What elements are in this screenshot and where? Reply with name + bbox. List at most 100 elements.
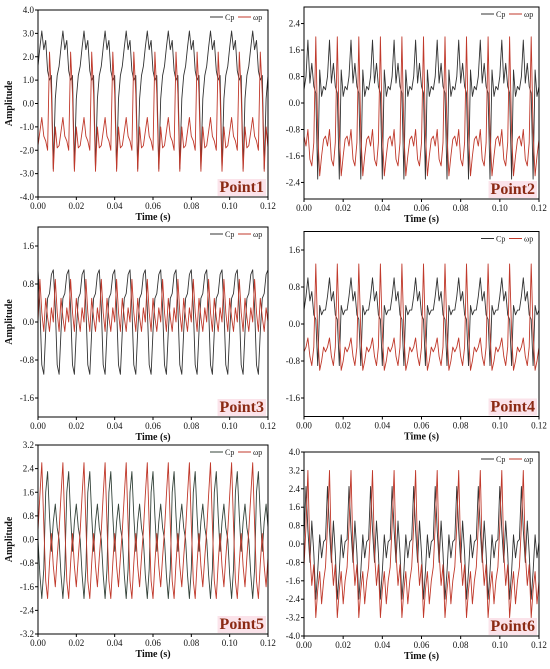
legend-label-omega-p: ωp xyxy=(524,10,533,19)
x-tick-label: 0.06 xyxy=(414,640,430,650)
legend-label-cp: Cp xyxy=(225,448,234,457)
y-tick-label: 3.0 xyxy=(23,28,35,38)
point-label: Point6 xyxy=(491,618,535,635)
x-tick-label: 0.08 xyxy=(453,421,469,431)
y-tick-label: -1.6 xyxy=(286,576,301,586)
chart-panel-6: 4.03.22.41.60.80.0-0.8-1.6-2.4-3.2-4.00.… xyxy=(286,447,547,662)
y-axis-label: Amplitude xyxy=(4,516,15,562)
y-tick-label: 0.8 xyxy=(23,279,35,289)
x-tick-label: 0.02 xyxy=(335,203,351,213)
legend-label-omega-p: ωp xyxy=(524,235,533,244)
y-tick-label: 0.0 xyxy=(289,539,301,549)
y-tick-label: 3.2 xyxy=(289,465,300,475)
x-tick-label: 0.12 xyxy=(260,201,276,211)
series-line-cp xyxy=(304,39,539,180)
y-tick-label: 0.0 xyxy=(23,535,35,545)
x-tick-label: 0.10 xyxy=(222,421,238,431)
y-tick-label: 3.2 xyxy=(23,440,34,450)
x-tick-label: 0.02 xyxy=(68,421,84,431)
x-tick-label: 0.04 xyxy=(374,203,390,213)
legend-label-omega-p: ωp xyxy=(253,13,262,22)
series-line-omega-p xyxy=(304,469,539,619)
x-tick-label: 0.08 xyxy=(183,638,199,648)
legend-label-cp: Cp xyxy=(496,235,505,244)
chart-panel-1: 4.0 3.0 2.0 1.0 0.0 -1.0 -2.0 -3.0 -4.00.00 0.02 0… xyxy=(4,5,276,223)
series-line-omega-p xyxy=(304,36,539,177)
x-tick-label: 0.00 xyxy=(30,201,46,211)
y-tick-label: 0.0 xyxy=(23,317,35,327)
y-tick-label: 0.0 xyxy=(289,98,301,108)
y-tick-label: 0.0 xyxy=(289,319,301,329)
y-tick-label: 1.6 xyxy=(289,45,301,55)
x-tick-label: 0.10 xyxy=(492,421,508,431)
legend-label-omega-p: ωp xyxy=(524,455,533,464)
y-tick-label: 1.6 xyxy=(23,487,35,497)
y-tick-label: 1.6 xyxy=(23,241,35,251)
series-line-cp xyxy=(304,277,539,367)
x-tick-label: 0.02 xyxy=(335,421,351,431)
y-tick-label: -3.2 xyxy=(20,629,34,639)
x-tick-label: 0.00 xyxy=(296,421,312,431)
y-tick-label: -0.8 xyxy=(286,124,301,134)
y-tick-label: -0.8 xyxy=(20,558,35,568)
y-tick-label: -1.6 xyxy=(20,582,35,592)
x-tick-label: 0.12 xyxy=(260,421,276,431)
x-tick-label: 0.06 xyxy=(414,421,430,431)
y-tick-label: 0.8 xyxy=(289,72,301,82)
legend-label-cp: Cp xyxy=(496,455,505,464)
x-tick-label: 0.04 xyxy=(374,421,390,431)
x-tick-label: 0.08 xyxy=(183,421,199,431)
x-tick-label: 0.02 xyxy=(335,640,351,650)
legend-label-cp: Cp xyxy=(225,13,234,22)
point-label-highlight xyxy=(217,399,266,416)
y-tick-label: 1.6 xyxy=(289,245,301,255)
y-tick-label: 4.0 xyxy=(289,447,301,457)
y-axis-label: Amplitude xyxy=(4,299,15,345)
y-tick-label: -3.2 xyxy=(286,613,300,623)
y-tick-label: 4.0 xyxy=(23,5,35,15)
x-tick-label: 0.02 xyxy=(68,638,84,648)
y-tick-label: -4.0 xyxy=(286,631,301,641)
x-axis-label: Time (s) xyxy=(135,432,170,443)
point-label: Point3 xyxy=(220,399,264,416)
x-tick-label: 0.08 xyxy=(453,203,469,213)
point-label-highlight xyxy=(217,616,266,633)
x-tick-label: 0.02 xyxy=(68,201,84,211)
x-tick-label: 0.10 xyxy=(222,201,238,211)
x-tick-label: 0.12 xyxy=(260,638,276,648)
y-tick-label: -1.6 xyxy=(286,151,301,161)
point-label: Point5 xyxy=(220,616,264,633)
x-tick-label: 0.12 xyxy=(531,640,547,650)
point-label-highlight xyxy=(488,398,537,416)
x-tick-label: 0.10 xyxy=(222,638,238,648)
x-tick-label: 0.12 xyxy=(531,203,547,213)
legend-label-omega-p: ωp xyxy=(253,230,262,239)
y-tick-label: 2.4 xyxy=(289,484,301,494)
x-tick-label: 0.00 xyxy=(296,203,312,213)
x-axis-label: Time (s) xyxy=(135,212,170,223)
x-tick-label: 0.06 xyxy=(145,201,161,211)
series-line-omega-p xyxy=(38,51,268,172)
x-axis-label: Time (s) xyxy=(404,651,439,662)
point-label-highlight xyxy=(488,181,537,198)
chart-panel-2: 2.4 1.6 0.8 0.0 -0.8 -1.6 -2.4 0.00 0.02 0.04 0.06… xyxy=(286,6,547,225)
x-tick-label: 0.04 xyxy=(374,640,390,650)
chart-panel-5: 3.2 2.4 1.6 0.8 0.0 -0.8 -1.6 -2.4 -3.20.00 0.02 0… xyxy=(4,440,276,660)
point-label-highlight xyxy=(488,618,537,635)
x-tick-label: 0.08 xyxy=(453,640,469,650)
series-line-cp xyxy=(38,269,268,375)
chart-panel-3: 1.6 0.8 0.0 -0.8 -1.6 0.00 0.02 0.04 0.06 0.08 0.1… xyxy=(4,226,276,443)
x-tick-label: 0.10 xyxy=(492,203,508,213)
y-tick-label: -4.0 xyxy=(20,192,35,202)
x-tick-label: 0.10 xyxy=(492,640,508,650)
legend-label-omega-p: ωp xyxy=(253,448,262,457)
series-line-omega-p xyxy=(304,263,539,371)
y-tick-label: 0.8 xyxy=(289,282,301,292)
point-label: Point4 xyxy=(491,399,535,416)
x-axis-label: Time (s) xyxy=(135,649,170,660)
x-tick-label: 0.06 xyxy=(145,421,161,431)
series-line-cp xyxy=(38,30,268,170)
y-axis-label: Amplitude xyxy=(4,80,15,126)
series-line-cp xyxy=(38,471,268,600)
